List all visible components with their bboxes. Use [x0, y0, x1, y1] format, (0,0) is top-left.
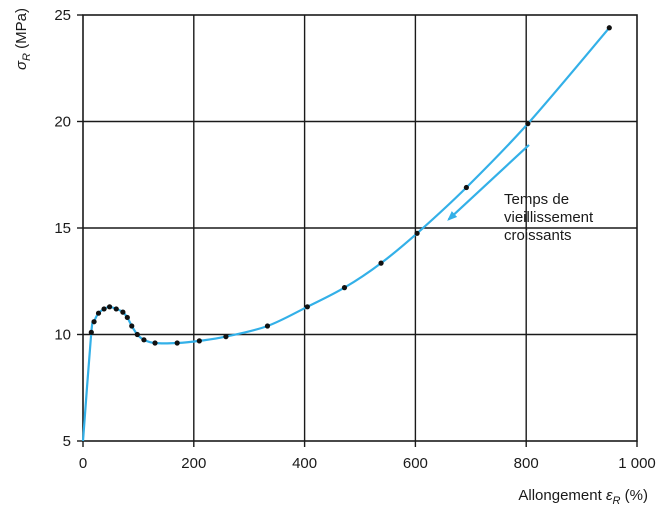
- data-point: [91, 319, 97, 325]
- data-point: [124, 314, 130, 321]
- data-point: [196, 338, 202, 344]
- y-tick-label: 5: [63, 433, 71, 450]
- trend-arrow: [447, 144, 530, 221]
- data-point: [95, 310, 102, 316]
- data-points: [88, 25, 612, 346]
- data-point: [606, 25, 612, 31]
- data-point: [134, 331, 140, 338]
- data-point: [106, 304, 113, 310]
- data-point: [174, 340, 180, 346]
- data-point: [341, 285, 348, 291]
- data-point: [88, 329, 94, 335]
- data-point: [223, 334, 229, 340]
- data-point: [378, 260, 384, 266]
- data-point: [129, 323, 135, 329]
- x-tick-label: 600: [403, 455, 428, 472]
- data-point: [120, 309, 126, 315]
- data-point: [264, 323, 271, 329]
- grid: [83, 15, 637, 441]
- x-tick-label: 400: [292, 455, 317, 472]
- x-axis-label: Allongement εR (%): [518, 487, 648, 507]
- data-point: [152, 340, 158, 346]
- annotation-aging: Temps de vieillissement croissants: [504, 191, 594, 244]
- data-point: [101, 306, 107, 312]
- data-point: [414, 230, 420, 236]
- data-point: [141, 337, 147, 343]
- y-tick-label: 10: [54, 327, 71, 344]
- x-tick-label: 800: [514, 455, 539, 472]
- x-tick-label: 1 000: [618, 455, 656, 472]
- x-tick-label: 0: [79, 455, 87, 472]
- y-tick-labels: 5 10 15 20 25: [54, 7, 83, 450]
- y-tick-label: 15: [54, 220, 71, 237]
- y-tick-label: 25: [54, 7, 71, 24]
- data-point: [113, 306, 119, 312]
- data-point: [525, 121, 531, 127]
- y-axis-label: σR (MPa): [13, 8, 33, 70]
- data-point: [304, 304, 310, 310]
- data-point: [463, 184, 469, 191]
- y-tick-label: 20: [54, 114, 71, 131]
- x-tick-labels: 0 200 400 600 800 1 000: [79, 441, 656, 472]
- x-tick-label: 200: [181, 455, 206, 472]
